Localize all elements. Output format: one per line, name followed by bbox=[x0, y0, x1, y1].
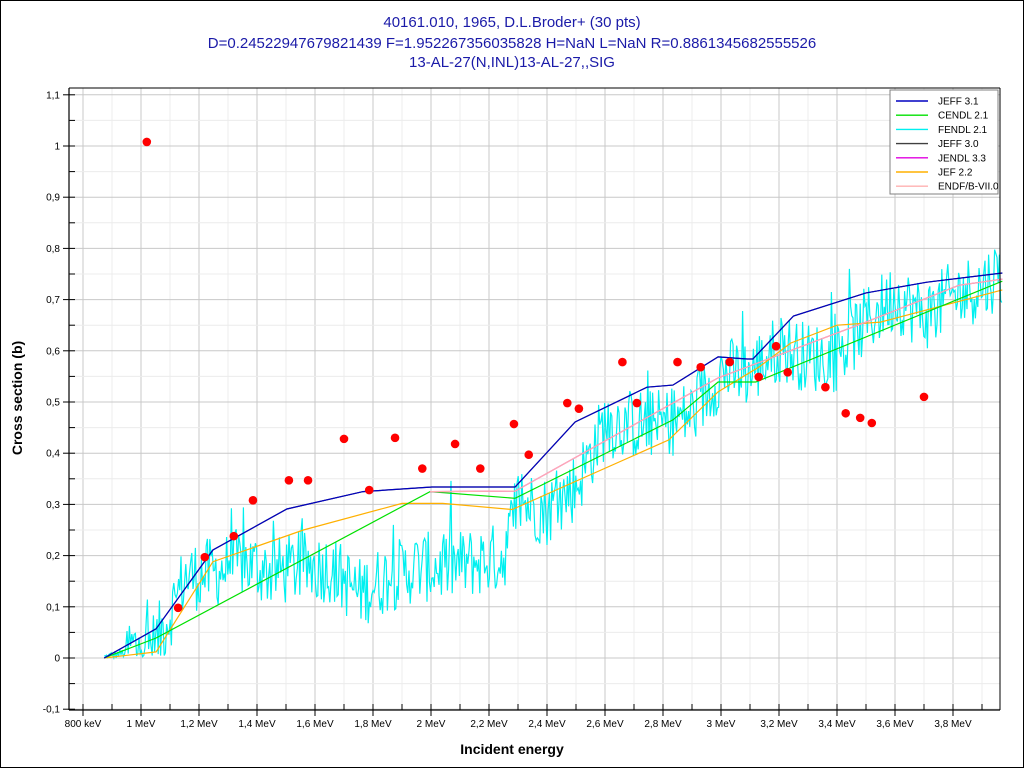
data-point bbox=[142, 137, 152, 147]
y-axis-label: Cross section (b) bbox=[9, 341, 25, 455]
legend-box bbox=[889, 89, 999, 195]
x-tick-label: 3,8 MeV bbox=[934, 719, 972, 730]
evaluation-curves bbox=[103, 249, 1003, 661]
y-tick-label: 0,9 bbox=[46, 193, 60, 204]
y-tick-label: 0,5 bbox=[46, 398, 60, 409]
grid bbox=[69, 88, 1000, 710]
data-point bbox=[563, 398, 572, 408]
curve-fendl-2-1 bbox=[104, 249, 1003, 661]
x-tick-label: 1,4 MeV bbox=[238, 719, 276, 730]
data-point bbox=[754, 372, 763, 382]
data-point bbox=[173, 603, 183, 613]
data-point bbox=[919, 392, 929, 402]
data-point bbox=[284, 476, 294, 485]
data-point bbox=[771, 341, 781, 351]
data-point bbox=[339, 434, 349, 444]
y-tick-label: 0,1 bbox=[46, 602, 60, 613]
y-tick-label: -0,1 bbox=[43, 705, 61, 716]
x-tick-label: 2,2 MeV bbox=[470, 719, 508, 730]
legend-label: JEFF 3.0 bbox=[938, 139, 979, 150]
x-tick-label: 3,2 MeV bbox=[760, 719, 798, 730]
data-point bbox=[632, 398, 642, 408]
data-point bbox=[364, 485, 374, 495]
chart-title-line-3: 13-AL-27(N,INL)13-AL-27,,SIG bbox=[409, 54, 615, 71]
experimental-points bbox=[142, 137, 929, 613]
x-tick-label: 2,6 MeV bbox=[586, 719, 624, 730]
y-tick-label: 0,4 bbox=[46, 449, 60, 460]
plot-area bbox=[69, 88, 1000, 710]
curve-jeff-3-1 bbox=[103, 272, 1003, 659]
data-point bbox=[390, 433, 400, 443]
curve-jef-2-2 bbox=[104, 289, 1003, 659]
x-tick-label: 1,8 MeV bbox=[354, 719, 392, 730]
x-tick-label: 2,8 MeV bbox=[644, 719, 682, 730]
data-point bbox=[524, 450, 534, 460]
axes: -0,1 0 0,1 0,2 0,3 0,4 0,5 0,6 0,7 0,8 0,9 1 1,1 800 … bbox=[43, 87, 1001, 730]
data-point bbox=[696, 362, 705, 372]
y-tick-label: 0,3 bbox=[46, 500, 60, 511]
data-point bbox=[618, 357, 627, 367]
y-tick-label: 0,6 bbox=[46, 346, 60, 357]
y-tick-label: 0,7 bbox=[46, 295, 60, 306]
data-point bbox=[418, 464, 427, 473]
curve-cendl-2-1 bbox=[103, 280, 1003, 659]
x-tick-label: 3,4 MeV bbox=[818, 719, 856, 730]
data-point bbox=[867, 418, 877, 428]
data-point bbox=[673, 357, 682, 367]
data-point bbox=[821, 382, 830, 392]
data-point bbox=[509, 419, 519, 429]
x-tick-label: 2,4 MeV bbox=[528, 719, 566, 730]
curve-endf-b-vii-0 bbox=[430, 278, 1003, 493]
x-tick-label: 800 keV bbox=[65, 719, 102, 730]
data-point bbox=[841, 408, 850, 418]
x-axis-label: Incident energy bbox=[460, 741, 564, 757]
chart-title-line-2: D=0.24522947679821439 F=1.95226735603582… bbox=[207, 35, 817, 52]
legend-label: JENDL 3.3 bbox=[938, 153, 986, 164]
y-tick-label: 0,8 bbox=[46, 244, 60, 255]
data-point bbox=[200, 552, 210, 562]
data-point bbox=[855, 413, 865, 423]
data-point bbox=[229, 531, 239, 541]
data-point bbox=[476, 464, 485, 473]
x-tick-label: 1,2 MeV bbox=[180, 719, 218, 730]
legend: JEFF 3.1 CENDL 2.1 FENDL 2.1 JEFF 3.0 JENDL … bbox=[889, 89, 999, 195]
data-point bbox=[783, 368, 792, 377]
legend-label: JEFF 3.1 bbox=[938, 97, 979, 108]
y-tick-label: 0 bbox=[54, 654, 60, 665]
data-point bbox=[450, 439, 460, 449]
y-tick-label: 0,2 bbox=[46, 551, 60, 562]
x-tick-label: 1,6 MeV bbox=[296, 719, 334, 730]
y-tick-label: 1 bbox=[54, 142, 60, 153]
data-point bbox=[574, 404, 584, 413]
legend-label: ENDF/B-VII.0 bbox=[938, 182, 999, 193]
data-point bbox=[725, 357, 734, 367]
x-tick-label: 3,6 MeV bbox=[876, 719, 914, 730]
legend-label: JEF 2.2 bbox=[938, 168, 973, 179]
data-point bbox=[248, 496, 258, 505]
y-tick-label: 1,1 bbox=[46, 90, 60, 101]
chart-title-line-1: 40161.010, 1965, D.L.Broder+ (30 pts) bbox=[383, 14, 641, 31]
x-tick-label: 3 MeV bbox=[707, 719, 736, 730]
x-tick-label: 2 MeV bbox=[417, 719, 446, 730]
data-point bbox=[303, 476, 313, 485]
x-tick-label: 1 MeV bbox=[127, 719, 156, 730]
legend-label: FENDL 2.1 bbox=[938, 125, 988, 136]
legend-label: CENDL 2.1 bbox=[938, 111, 989, 122]
